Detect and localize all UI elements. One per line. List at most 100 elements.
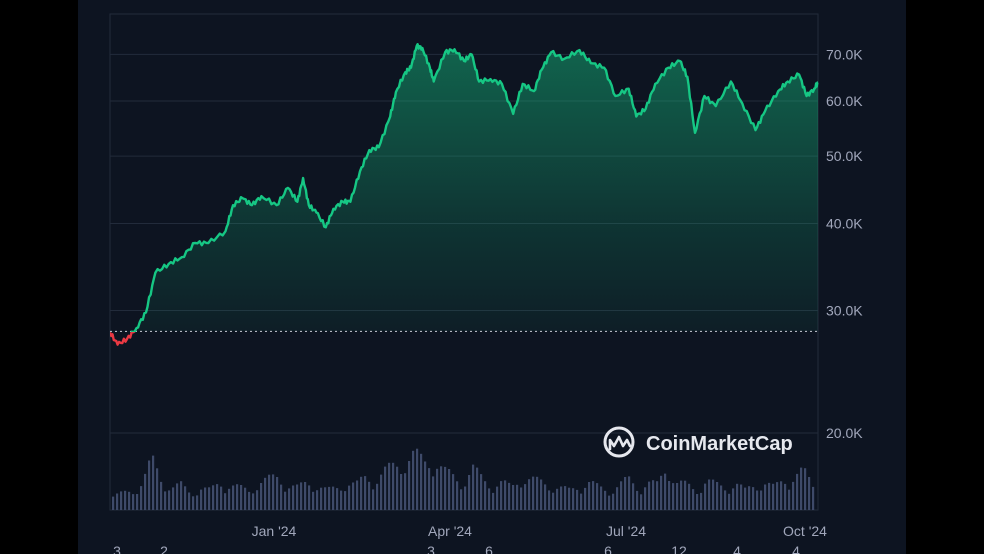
volume-bar	[584, 487, 587, 510]
volume-bar	[708, 479, 711, 510]
volume-bar	[712, 479, 715, 510]
volume-bar	[412, 450, 415, 510]
volume-bar	[716, 482, 719, 510]
volume-bar	[664, 473, 667, 510]
volume-bar	[424, 461, 427, 510]
volume-bar	[272, 474, 275, 510]
volume-bar	[680, 480, 683, 510]
volume-bar	[740, 484, 743, 510]
volume-bar	[508, 482, 511, 510]
volume-bar	[360, 476, 363, 510]
volume-bar	[432, 476, 435, 510]
partial-label: 4	[792, 543, 800, 554]
volume-bar	[792, 481, 795, 510]
volume-bar	[388, 462, 391, 510]
volume-bar	[440, 466, 443, 510]
volume-bar	[400, 474, 403, 510]
volume-bar	[580, 493, 583, 510]
volume-bar	[764, 484, 767, 510]
volume-bar	[416, 448, 419, 510]
volume-bar	[132, 494, 135, 510]
partial-label: 3	[113, 543, 121, 554]
coinmarketcap-logo-icon	[603, 426, 635, 458]
volume-bar	[168, 490, 171, 510]
volume-bar	[376, 483, 379, 510]
partial-label: 2	[160, 543, 168, 554]
volume-bar	[528, 479, 531, 510]
volume-bar	[632, 483, 635, 510]
partial-label: 4	[733, 543, 741, 554]
volume-bar	[336, 488, 339, 510]
volume-bar	[784, 483, 787, 510]
volume-bar	[220, 486, 223, 510]
volume-bar	[268, 474, 271, 510]
volume-bar	[804, 468, 807, 510]
volume-bar	[476, 467, 479, 510]
volume-bar	[488, 488, 491, 510]
volume-bar	[620, 481, 623, 510]
volume-bar	[184, 486, 187, 510]
volume-bar	[312, 491, 315, 510]
partial-label: 12	[671, 543, 687, 554]
volume-bar	[668, 481, 671, 510]
volume-bar	[204, 487, 207, 510]
volume-bar	[776, 482, 779, 510]
volume-bar	[368, 481, 371, 510]
volume-bar	[328, 486, 331, 510]
volume-bar	[116, 493, 119, 510]
volume-bar	[172, 487, 175, 510]
y-tick-label: 50.0K	[826, 148, 863, 164]
volume-bar	[536, 476, 539, 510]
volume-bar	[684, 480, 687, 510]
volume-bar	[364, 476, 367, 510]
volume-bar	[616, 487, 619, 510]
volume-bar	[676, 483, 679, 510]
volume-bar	[248, 491, 251, 510]
volume-bar	[772, 483, 775, 510]
partial-label: 6	[485, 543, 493, 554]
x-tick-label: Oct '24	[783, 523, 827, 539]
volume-bar	[588, 482, 591, 510]
volume-bar	[212, 485, 215, 510]
volume-bar	[516, 484, 519, 510]
volume-bar	[812, 486, 815, 510]
volume-bar	[156, 468, 159, 510]
volume-bar	[568, 487, 571, 510]
partial-label: 6	[604, 543, 612, 554]
volume-bar	[420, 453, 423, 510]
y-tick-label: 60.0K	[826, 93, 863, 109]
volume-bar	[592, 481, 595, 510]
volume-bar	[468, 475, 471, 510]
volume-bar	[724, 490, 727, 510]
volume-bar	[176, 483, 179, 510]
volume-bar	[152, 455, 155, 510]
volume-bar	[148, 460, 151, 510]
volume-bar	[720, 485, 723, 510]
volume-bar	[164, 491, 167, 510]
volume-bar	[308, 485, 311, 510]
volume-bar	[136, 494, 139, 510]
volume-bar	[732, 488, 735, 510]
volume-bar	[800, 467, 803, 510]
volume-bar	[436, 468, 439, 510]
volume-bar	[372, 489, 375, 510]
volume-bar	[316, 490, 319, 510]
volume-bar	[252, 493, 255, 510]
watermark: CoinMarketCap	[603, 426, 793, 458]
volume-bar	[524, 484, 527, 510]
volume-bar	[744, 487, 747, 510]
volume-bar	[460, 489, 463, 510]
volume-bar	[120, 491, 123, 510]
volume-bar	[324, 487, 327, 510]
volume-bar	[128, 491, 131, 510]
volume-bar	[648, 481, 651, 510]
volume-bar	[280, 484, 283, 510]
volume-bar	[408, 461, 411, 510]
volume-bar	[448, 469, 451, 510]
volume-bar	[260, 483, 263, 510]
volume-bar	[196, 495, 199, 510]
volume-bar	[144, 473, 147, 510]
x-axis-labels: Jan '24 Apr '24 Jul '24 Oct '24	[252, 523, 828, 539]
bottom-partial-labels: 3 2 3 6 6 12 4 4	[113, 543, 800, 554]
